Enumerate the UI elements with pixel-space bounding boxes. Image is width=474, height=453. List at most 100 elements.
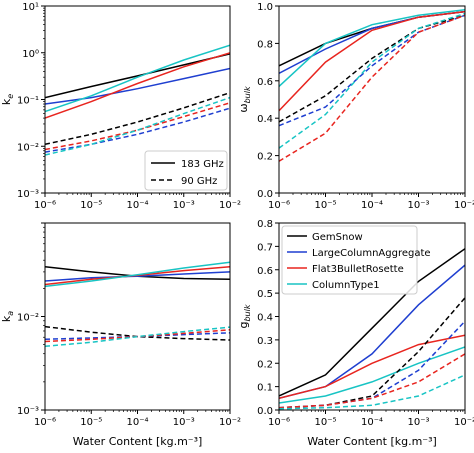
y-tick-label: 0.6 bbox=[257, 266, 273, 277]
axes-frame bbox=[278, 5, 466, 194]
y-tick-label: 0.2 bbox=[257, 359, 273, 370]
series-line-Flat3BulletRosette-183GHz bbox=[45, 52, 230, 119]
series-group bbox=[45, 44, 230, 156]
x-axis-label: Water Content [kg.m⁻³] bbox=[307, 435, 437, 448]
series-line-Flat3BulletRosette-90GHz bbox=[45, 329, 230, 343]
x-tick-label: 10⁻⁵ bbox=[314, 200, 336, 211]
y-tick-label: 10¹ bbox=[22, 2, 39, 13]
x-tick-label: 10⁻³ bbox=[173, 417, 195, 428]
x-tick-label: 10⁻⁵ bbox=[314, 417, 336, 428]
y-axis-label-sub: bulk bbox=[243, 304, 252, 321]
x-tick-label: 10⁻⁶ bbox=[34, 200, 56, 211]
x-axis-label: Water Content [kg.m⁻³] bbox=[73, 435, 203, 448]
x-tick-label: 10⁻⁴ bbox=[126, 200, 148, 211]
y-tick-label: 0.0 bbox=[257, 189, 273, 200]
series-line-LargeColumnAggregate-183GHz bbox=[45, 271, 230, 282]
series-line-Flat3BulletRosette-90GHz bbox=[279, 353, 465, 409]
axes-frame bbox=[44, 222, 231, 411]
series-line-Flat3BulletRosette-183GHz bbox=[279, 10, 465, 112]
legend-label: GemSnow bbox=[312, 232, 363, 243]
y-tick-label: 1.0 bbox=[257, 2, 273, 13]
series-line-Flat3BulletRosette-90GHz bbox=[279, 14, 465, 162]
legend-label: Flat3BulletRosette bbox=[312, 264, 404, 275]
y-tick-label: 10⁻² bbox=[17, 142, 39, 153]
y-tick-label: 10⁻² bbox=[17, 313, 39, 324]
series-line-LargeColumnAggregate-90GHz bbox=[279, 320, 465, 409]
x-tick-label: 10⁻² bbox=[454, 417, 474, 428]
x-tick-label: 10⁻⁶ bbox=[34, 417, 56, 428]
series-line-ColumnType1-183GHz bbox=[45, 44, 230, 113]
x-tick-label: 10⁻² bbox=[454, 200, 474, 211]
series-group bbox=[279, 248, 465, 410]
y-axis-label-sub: bulk bbox=[243, 86, 252, 103]
series-line-GemSnow-90GHz bbox=[279, 14, 465, 123]
y-tick-label: 10⁰ bbox=[22, 49, 39, 60]
series-line-LargeColumnAggregate-183GHz bbox=[45, 67, 230, 105]
y-tick-label: 0.7 bbox=[257, 242, 273, 253]
legend-habits: GemSnow LargeColumnAggregate Flat3BulletRo… bbox=[281, 225, 431, 295]
series-group bbox=[279, 8, 465, 162]
series-line-GemSnow-90GHz bbox=[45, 325, 230, 341]
x-tick-label: 10⁻⁴ bbox=[361, 200, 383, 211]
series-line-GemSnow-183GHz bbox=[45, 53, 230, 99]
series-line-Flat3BulletRosette-183GHz bbox=[279, 334, 465, 400]
series-line-ColumnType1-183GHz bbox=[279, 8, 465, 87]
y-tick-label: 0.8 bbox=[257, 39, 273, 50]
series-line-ColumnType1-183GHz bbox=[279, 346, 465, 404]
y-axis-label-main: k bbox=[0, 98, 13, 105]
x-tick-label: 10⁻³ bbox=[407, 417, 429, 428]
series-line-LargeColumnAggregate-183GHz bbox=[279, 10, 465, 74]
y-axis-label-sub: e bbox=[6, 94, 15, 99]
x-tick-label: 10⁻² bbox=[219, 417, 241, 428]
legend-box bbox=[281, 225, 418, 295]
y-axis-label-main: g bbox=[237, 322, 250, 329]
series-line-ColumnType1-90GHz bbox=[279, 12, 465, 149]
y-tick-label: 0.0 bbox=[257, 406, 273, 417]
x-tick-label: 10⁻⁶ bbox=[268, 417, 290, 428]
y-axis-label: ke bbox=[0, 94, 15, 105]
series-line-GemSnow-183GHz bbox=[279, 248, 465, 397]
y-tick-label: 10⁻¹ bbox=[17, 96, 39, 107]
y-axis-label: gbulk bbox=[237, 304, 252, 328]
y-axis-label-main: k bbox=[0, 315, 13, 322]
series-line-ColumnType1-90GHz bbox=[45, 326, 230, 348]
legend-label: 90 GHz bbox=[181, 176, 217, 187]
y-axis-label-sub: a bbox=[6, 311, 15, 316]
series-line-LargeColumnAggregate-90GHz bbox=[45, 107, 230, 153]
y-axis-label: ka bbox=[0, 311, 15, 322]
y-axis-label: ωbulk bbox=[237, 86, 252, 113]
x-tick-label: 10⁻² bbox=[219, 200, 241, 211]
series-line-LargeColumnAggregate-90GHz bbox=[279, 14, 465, 127]
panel-omega: 10⁻⁶ 10⁻⁵ 10⁻⁴ 10⁻³ 10⁻² 0.0 0.2 0.4 0.6 0.8 1.0 ωb… bbox=[237, 2, 474, 211]
x-tick-label: 10⁻⁵ bbox=[80, 417, 102, 428]
series-line-ColumnType1-183GHz bbox=[45, 261, 230, 288]
y-axis-label-main: ω bbox=[237, 103, 250, 112]
series-line-ColumnType1-90GHz bbox=[45, 96, 230, 156]
legend-label: LargeColumnAggregate bbox=[312, 248, 431, 259]
x-tick-label: 10⁻⁵ bbox=[80, 200, 102, 211]
y-tick-label: 0.1 bbox=[257, 383, 273, 394]
panel-ke: 10⁻⁶ 10⁻⁵ 10⁻⁴ 10⁻³ 10⁻² 10⁻³ 10⁻² 10⁻¹ 10⁰ 10¹ ke… bbox=[0, 2, 241, 211]
panel-g: 10⁻⁶ 10⁻⁵ 10⁻⁴ 10⁻³ 10⁻² 0.0 0.1 0.2 0.3 0.4 0.5 0.… bbox=[237, 219, 474, 448]
x-tick-label: 10⁻³ bbox=[173, 200, 195, 211]
series-group bbox=[45, 261, 230, 348]
x-tick-label: 10⁻³ bbox=[407, 200, 429, 211]
y-tick-label: 0.6 bbox=[257, 77, 273, 88]
y-tick-label: 0.2 bbox=[257, 152, 273, 163]
legend-label: ColumnType1 bbox=[312, 280, 380, 291]
y-tick-label: 0.4 bbox=[257, 114, 273, 125]
y-tick-label: 0.5 bbox=[257, 289, 273, 300]
series-line-Flat3BulletRosette-90GHz bbox=[45, 102, 230, 151]
y-tick-label: 10⁻³ bbox=[17, 189, 39, 200]
x-tick-label: 10⁻⁶ bbox=[268, 200, 290, 211]
legend-box bbox=[144, 150, 228, 191]
x-tick-label: 10⁻⁴ bbox=[126, 417, 148, 428]
y-tick-label: 10⁻³ bbox=[17, 406, 39, 417]
y-tick-label: 0.4 bbox=[257, 313, 273, 324]
legend-label: 183 GHz bbox=[181, 159, 224, 170]
y-tick-label: 0.3 bbox=[257, 336, 273, 347]
legend-frequency: 183 GHz 90 GHz bbox=[144, 150, 228, 191]
y-tick-label: 0.8 bbox=[257, 219, 273, 230]
